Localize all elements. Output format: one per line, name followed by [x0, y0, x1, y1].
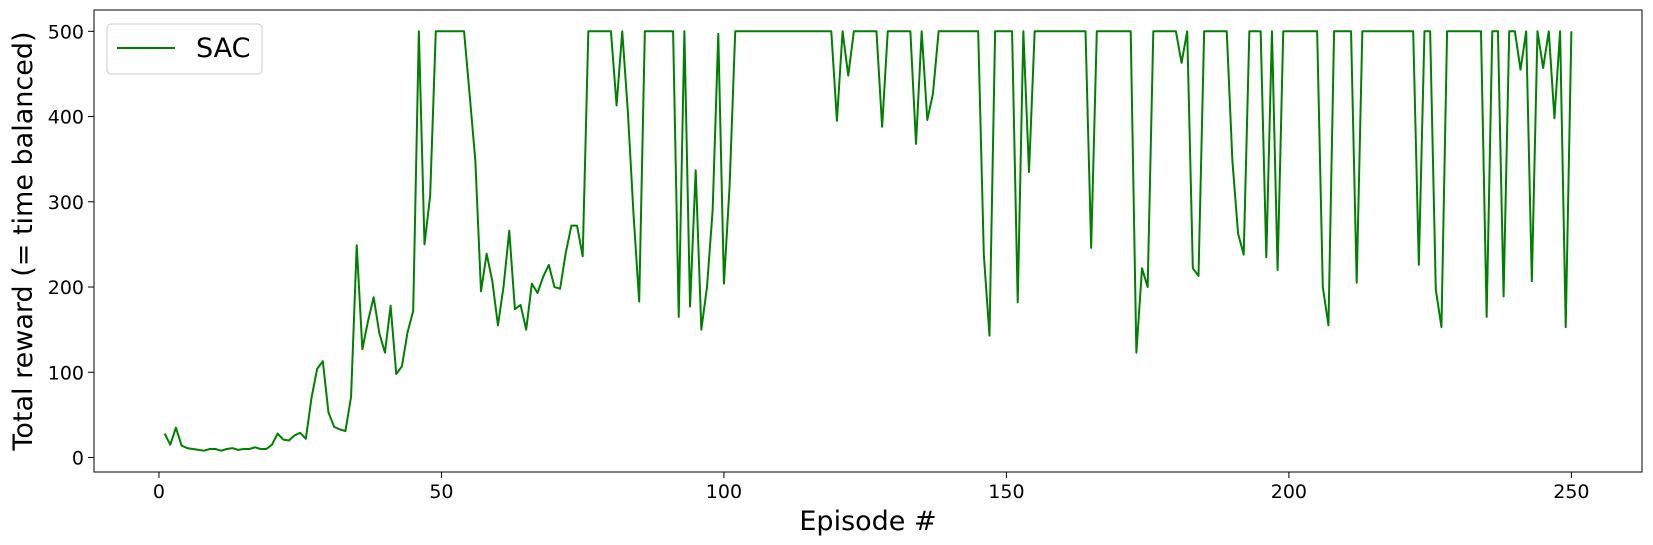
x-tick-label: 200: [1271, 481, 1307, 503]
legend-box: [106, 23, 263, 75]
x-tick-label: 150: [988, 481, 1024, 503]
x-tick-label: 50: [429, 481, 453, 503]
x-axis-title: Episode #: [799, 506, 936, 537]
x-tick-label: 100: [706, 481, 742, 503]
legend: SAC: [106, 23, 263, 75]
y-tick-label: 0: [72, 448, 84, 470]
series-layer: [163, 30, 1573, 452]
x-tick-label: 250: [1553, 481, 1589, 503]
y-tick-label: 200: [48, 277, 84, 299]
y-axis: 0 100 200 300 400 500: [48, 21, 94, 470]
x-axis: 0 50 100 150 200 250: [153, 472, 1590, 503]
plot-frame: [93, 9, 1643, 473]
y-tick-label: 100: [48, 362, 84, 384]
y-tick-label: 400: [48, 107, 84, 129]
y-tick-label: 300: [48, 192, 84, 214]
legend-label-sac: SAC: [196, 33, 251, 64]
y-axis-title: Total reward (= time balanced): [8, 31, 39, 451]
y-tick-label: 500: [48, 21, 84, 43]
series-line-sac: [163, 30, 1573, 452]
x-tick-label: 0: [153, 481, 165, 503]
